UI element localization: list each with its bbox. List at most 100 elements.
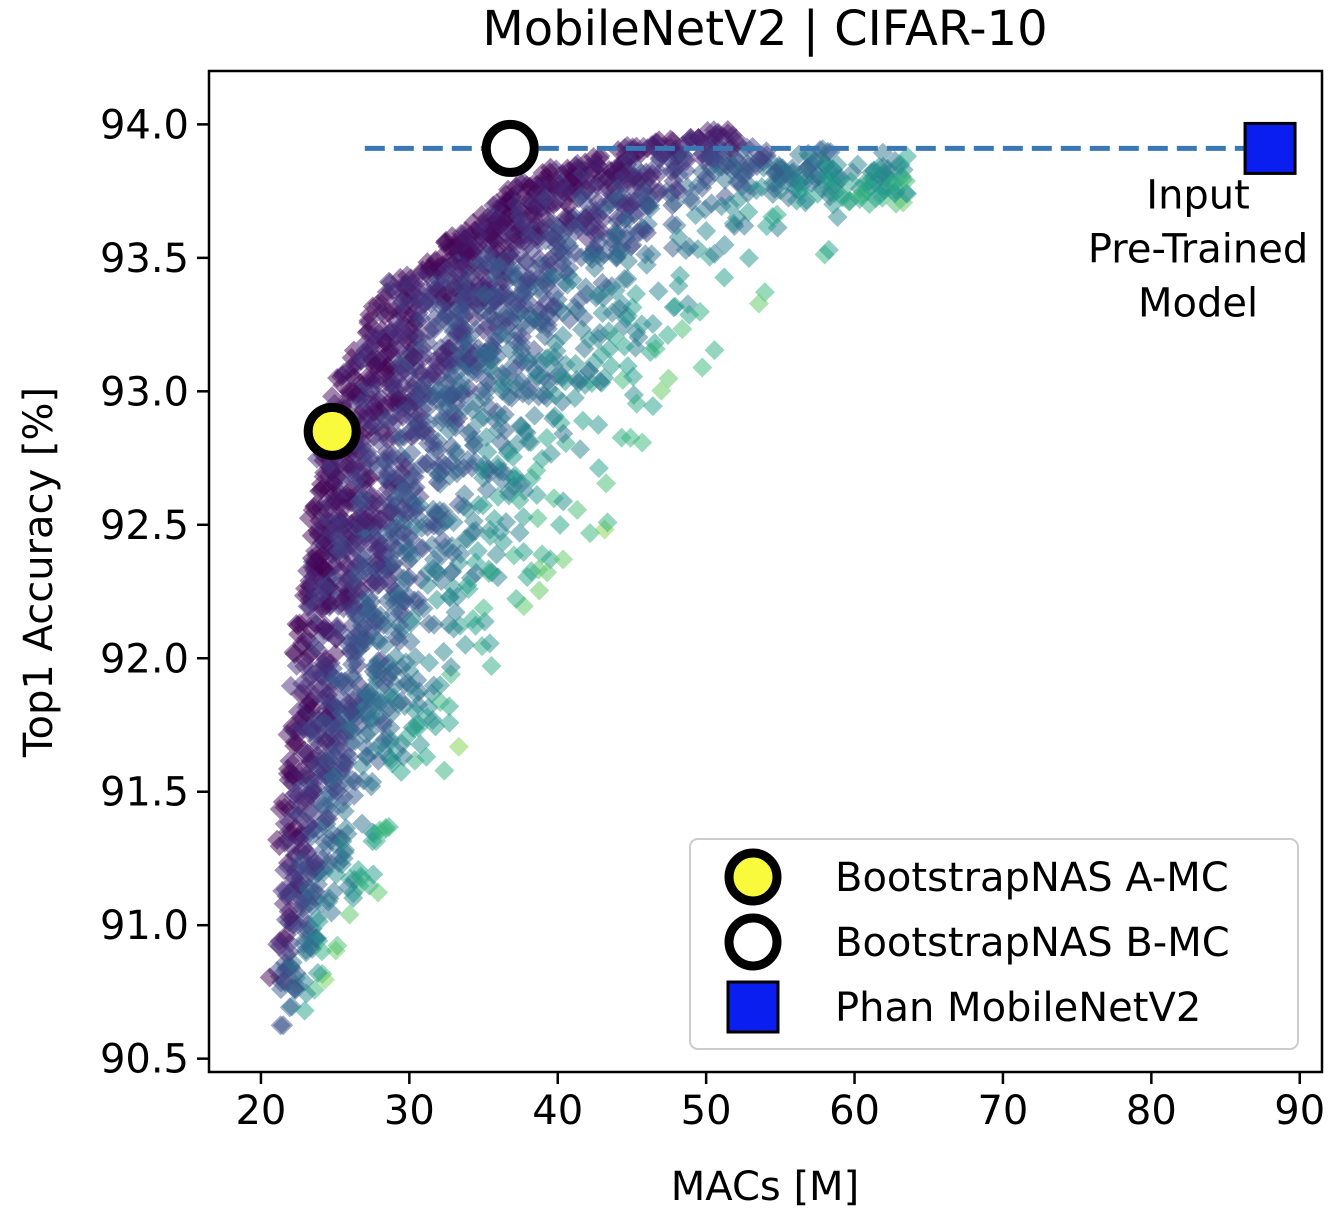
- cloud-point: [554, 260, 575, 281]
- cloud-point: [626, 393, 647, 414]
- series-point-1: [481, 119, 539, 177]
- cloud-point: [545, 385, 566, 406]
- cloud-point: [400, 631, 421, 652]
- cloud-point: [529, 351, 550, 372]
- cloud-point: [476, 479, 497, 500]
- cloud-point: [642, 396, 663, 417]
- cloud-point: [672, 318, 693, 339]
- cloud-point: [626, 284, 647, 305]
- cloud-point: [453, 496, 474, 517]
- cloud-point: [648, 281, 669, 302]
- y-tick-label: 91.0: [100, 903, 189, 949]
- x-tick-label: 60: [829, 1088, 880, 1134]
- cloud-point: [360, 467, 381, 488]
- cloud-point: [473, 495, 494, 516]
- cloud-point: [362, 390, 383, 411]
- cloud-point: [590, 371, 611, 392]
- cloud-point: [343, 883, 364, 904]
- y-tick-label: 92.5: [100, 503, 189, 549]
- cloud-point: [452, 299, 473, 320]
- cloud-point: [272, 880, 293, 901]
- cloud-point: [553, 549, 574, 570]
- legend-marker: [724, 913, 782, 971]
- cloud-point: [478, 563, 499, 584]
- cloud-point: [389, 354, 410, 375]
- cloud-point: [315, 731, 336, 752]
- cloud-point: [499, 306, 520, 327]
- cloud-point: [609, 298, 630, 319]
- cloud-point: [307, 907, 328, 928]
- plot-frame: [207, 69, 1324, 1074]
- cloud-point: [840, 171, 861, 192]
- cloud-point: [288, 804, 309, 825]
- cloud-point: [404, 701, 425, 722]
- cloud-point: [311, 795, 332, 816]
- legend: BootstrapNAS A-MC BootstrapNAS B-MC Phan M…: [689, 838, 1299, 1050]
- highlight-points: [303, 119, 1297, 460]
- cloud-point: [605, 280, 626, 301]
- cloud-point: [274, 832, 295, 853]
- cloud-point: [418, 397, 439, 418]
- cloud-point: [512, 283, 533, 304]
- x-tick-label: 70: [977, 1088, 1028, 1134]
- cloud-point: [445, 441, 466, 462]
- cloud-point: [645, 338, 666, 359]
- legend-label: BootstrapNAS B-MC: [835, 920, 1230, 966]
- cloud-point: [557, 158, 578, 179]
- cloud-point: [607, 207, 628, 228]
- cloud-point: [412, 377, 433, 398]
- cloud-point: [325, 643, 346, 664]
- y-tick-label: 93.5: [100, 236, 189, 282]
- cloud-point: [608, 140, 629, 161]
- cloud-point: [524, 204, 545, 225]
- cloud-point: [298, 694, 319, 715]
- x-tick-label: 40: [532, 1088, 583, 1134]
- cloud-point: [608, 170, 629, 191]
- cloud-point: [496, 325, 517, 346]
- cloud-point: [450, 318, 471, 339]
- cloud-point: [411, 308, 432, 329]
- cloud-point: [738, 248, 759, 269]
- cloud-point: [553, 423, 574, 444]
- cloud-point: [320, 594, 341, 615]
- cloud-point: [417, 575, 438, 596]
- cloud-point: [552, 325, 573, 346]
- cloud-point: [542, 297, 563, 318]
- cloud-point: [433, 501, 454, 522]
- cloud-point: [586, 287, 607, 308]
- cloud-point: [278, 769, 299, 790]
- scatter-cloud: [259, 119, 918, 1036]
- cloud-point: [782, 158, 803, 179]
- cloud-point: [597, 512, 618, 533]
- cloud-point: [326, 490, 347, 511]
- cloud-point: [484, 266, 505, 287]
- cloud-point: [377, 356, 398, 377]
- cloud-point: [301, 525, 322, 546]
- cloud-point: [408, 589, 429, 610]
- cloud-point: [284, 867, 305, 888]
- cloud-point: [479, 633, 500, 654]
- cloud-point: [430, 675, 451, 696]
- cloud-point: [552, 367, 573, 388]
- cloud-point: [374, 819, 395, 840]
- cloud-point: [509, 490, 530, 511]
- cloud-point: [823, 159, 844, 180]
- cloud-point: [610, 241, 631, 262]
- cloud-point: [714, 267, 735, 288]
- cloud-point: [719, 194, 740, 215]
- cloud-point: [570, 439, 591, 460]
- cloud-point: [479, 341, 500, 362]
- cloud-point: [567, 499, 588, 520]
- x-tick-label: 90: [1274, 1088, 1325, 1134]
- cloud-point: [311, 479, 332, 500]
- cloud-point: [274, 797, 295, 818]
- cloud-point: [362, 296, 383, 317]
- cloud-point: [434, 760, 455, 781]
- cloud-point: [333, 757, 354, 778]
- cloud-point: [657, 325, 678, 346]
- cloud-point: [423, 515, 444, 536]
- cloud-point: [376, 441, 397, 462]
- cloud-point: [642, 313, 663, 334]
- cloud-point: [294, 1000, 315, 1021]
- cloud-point: [619, 208, 640, 229]
